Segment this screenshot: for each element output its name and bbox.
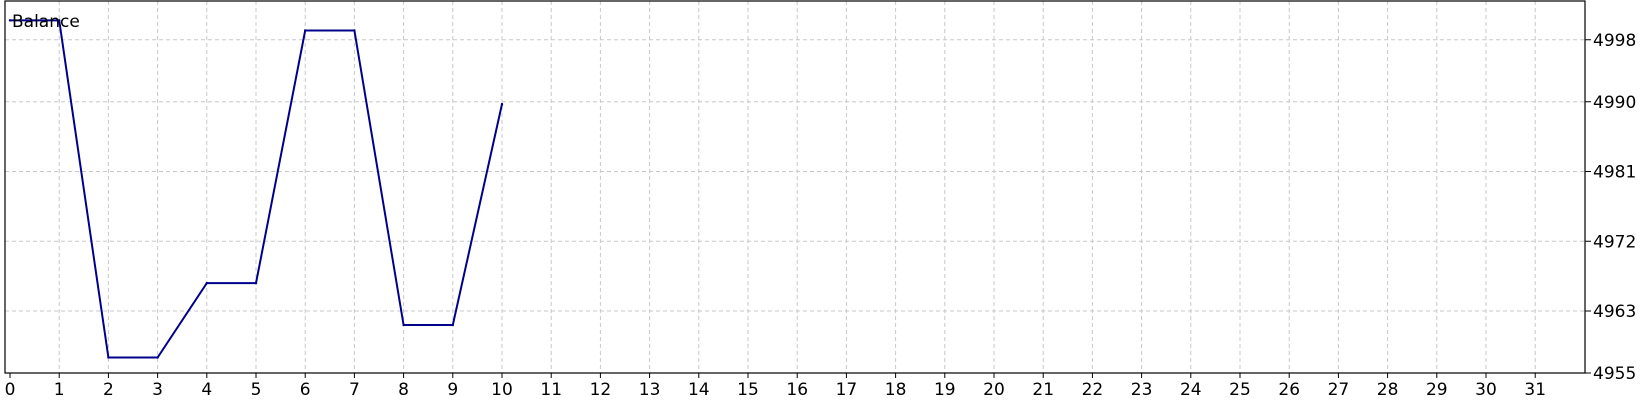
x-tick-label: 18 [885,380,907,400]
y-tick-label: 4998 [1593,31,1636,51]
data-point [402,323,405,327]
x-tick-label: 25 [1229,380,1251,400]
y-tick-label: 4963 [1593,302,1636,322]
x-tick-label: 24 [1180,380,1202,400]
data-point [205,281,208,285]
x-tick-label: 15 [737,380,759,400]
y-tick-label: 4955 [1593,364,1636,384]
x-tick-label: 21 [1032,380,1054,400]
balance-series-line [10,19,503,359]
data-point [58,19,61,22]
x-tick-label: 12 [590,380,612,400]
y-tick-label: 4981 [1593,163,1636,183]
x-tick-label: 27 [1328,380,1350,400]
x-tick-label: 29 [1426,380,1448,400]
data-point [254,281,258,285]
x-tick-label: 16 [786,380,808,400]
plot-frame [4,0,1586,374]
x-tick-label: 17 [836,380,858,400]
x-tick-label: 1 [54,380,65,400]
data-point [451,323,454,327]
x-tick-label: 26 [1278,380,1300,400]
x-tick-label: 9 [447,380,458,400]
x-tick-label: 6 [300,380,311,400]
x-tick-label: 11 [540,380,562,400]
x-tick-label: 8 [398,380,409,400]
x-tick-label: 0 [5,380,16,400]
y-tick-label: 4972 [1593,232,1636,252]
data-point [156,356,159,359]
x-tick-label: 23 [1131,380,1153,400]
data-point [304,29,307,32]
grid [5,1,1585,373]
x-tick-label: 31 [1524,380,1546,400]
data-point [500,102,504,106]
x-tick-label: 7 [349,380,360,400]
data-point [8,19,12,22]
y-axis: 4955 4963 4972 4981 4990 4998 [1585,31,1636,384]
data-point [107,356,110,359]
x-tick-label: 10 [491,380,513,400]
y-tick-label: 4990 [1593,93,1636,113]
data-point [353,29,356,32]
chart-title: Balance [12,12,80,32]
x-tick-label: 30 [1475,380,1497,400]
x-axis: 0 1 2 3 4 5 6 7 8 9 10 11 12 13 14 15 16 17 18 19 20 21 22 23 24… [5,373,1546,400]
x-tick-label: 3 [152,380,163,400]
x-tick-label: 20 [983,380,1005,400]
x-tick-label: 5 [251,380,262,400]
x-tick-label: 14 [688,380,710,400]
x-tick-label: 13 [639,380,661,400]
x-tick-label: 28 [1377,380,1399,400]
x-tick-label: 2 [103,380,114,400]
x-tick-label: 19 [934,380,956,400]
x-tick-label: 22 [1082,380,1104,400]
data-points [8,19,504,359]
x-tick-label: 4 [201,380,212,400]
